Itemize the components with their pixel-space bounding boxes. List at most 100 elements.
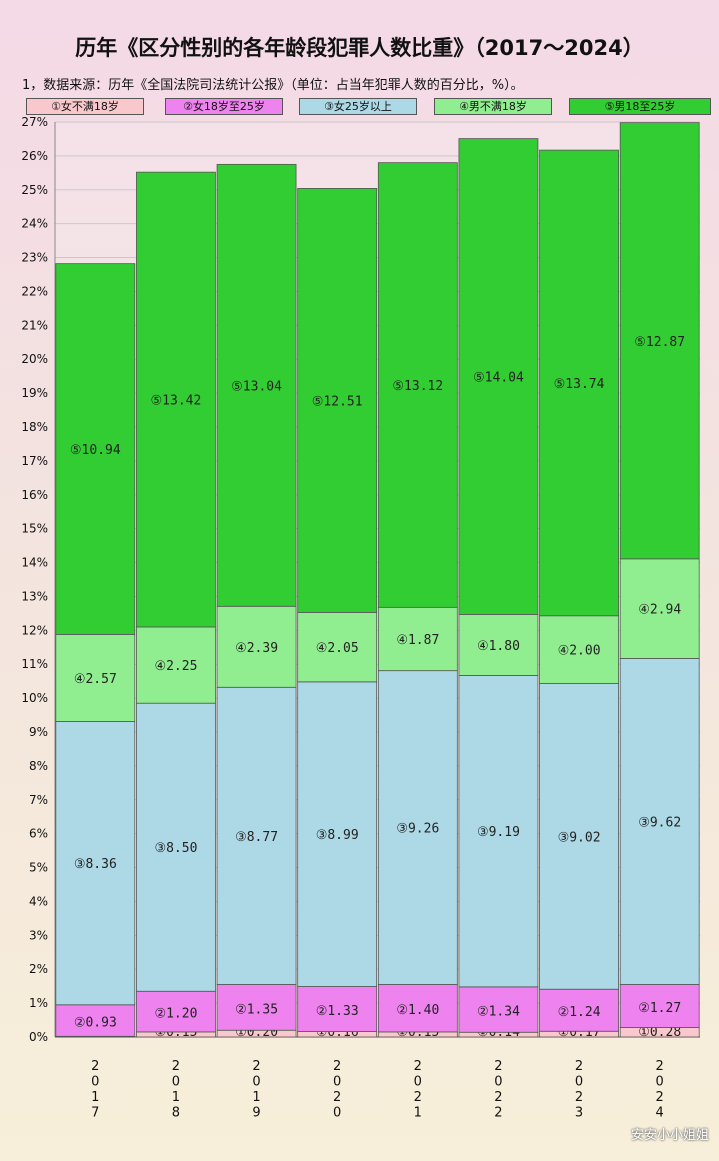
- bar-segment: [377, 984, 458, 1033]
- data-label: ⑤13.42: [151, 394, 202, 409]
- data-label: ④1.87: [396, 633, 439, 648]
- data-label: ②1.33: [316, 1004, 359, 1019]
- x-tick-label-char: 2: [333, 1090, 341, 1105]
- bar-segment: [539, 149, 619, 617]
- data-label: ②0.93: [74, 1016, 117, 1031]
- x-tick-label-char: 2: [252, 1059, 260, 1074]
- data-label: ⑤10.94: [70, 443, 121, 458]
- x-tick-label-char: 2: [333, 1059, 341, 1074]
- bar-segment: [619, 658, 700, 985]
- legend-label: ③女25岁以上: [324, 100, 392, 113]
- y-tick-label: 5%: [29, 861, 48, 875]
- x-tick-label-char: 8: [172, 1106, 180, 1121]
- bar-segment: [297, 986, 378, 1032]
- x-tick-label-char: 1: [414, 1106, 422, 1121]
- bar-segment: [297, 681, 378, 987]
- data-label: ③8.36: [74, 857, 117, 872]
- chart-subtitle: 1，数据来源：历年《全国法院司法统计公报》（单位：占当年犯罪人数的百分比，%）。: [22, 78, 524, 93]
- bar-segment: [136, 171, 216, 628]
- legend-swatch: ①女不满18岁: [26, 97, 144, 115]
- y-tick-label: 6%: [29, 827, 48, 841]
- x-tick-label-char: 2: [414, 1059, 422, 1074]
- bar-segment: [216, 686, 297, 985]
- x-tick-label-char: 2: [494, 1090, 502, 1105]
- x-tick-label-char: 2: [656, 1059, 664, 1074]
- bar-segment: [377, 670, 458, 985]
- y-tick-label: 12%: [21, 623, 48, 637]
- data-label: ④2.25: [154, 659, 197, 674]
- x-tick-label-char: 3: [575, 1106, 583, 1121]
- data-label: ⑤13.04: [231, 379, 282, 394]
- legend-item: ④男不满18岁: [434, 97, 552, 115]
- data-label: ②1.34: [477, 1005, 520, 1020]
- x-tick-label-char: 2: [575, 1090, 583, 1105]
- x-tick-label-char: 1: [252, 1090, 260, 1105]
- y-tick-label: 3%: [29, 928, 48, 942]
- bar-segment: [539, 683, 619, 990]
- data-label: ③9.02: [558, 830, 601, 845]
- data-label: ④2.94: [638, 603, 681, 618]
- data-label: ③8.77: [235, 830, 278, 845]
- y-tick-label: 0%: [29, 1030, 48, 1044]
- bar-segment: [619, 984, 700, 1028]
- x-tick-label-char: 0: [656, 1075, 664, 1090]
- x-tick-label-char: 0: [172, 1075, 180, 1090]
- y-tick-label: 11%: [21, 657, 48, 671]
- data-label: ②1.35: [235, 1002, 278, 1017]
- x-tick-label-char: 0: [575, 1075, 583, 1090]
- x-tick-label-char: 2: [575, 1059, 583, 1074]
- bar-segment: [136, 702, 216, 992]
- bar-segment: [539, 988, 619, 1032]
- data-label: ④2.39: [235, 641, 278, 656]
- data-label: ③9.19: [477, 825, 520, 840]
- y-tick-label: 18%: [21, 420, 48, 434]
- data-label: ④1.80: [477, 639, 520, 654]
- data-label: ③8.99: [316, 828, 359, 843]
- y-tick-label: 17%: [21, 454, 48, 468]
- bar-segment: [297, 188, 378, 613]
- y-tick-label: 8%: [29, 759, 48, 773]
- bar-segment: [136, 990, 216, 1033]
- legend-item: ②女18岁至25岁: [165, 97, 283, 115]
- x-tick-label-char: 2: [494, 1106, 502, 1121]
- x-tick-label-char: 0: [414, 1075, 422, 1090]
- y-tick-label: 27%: [21, 115, 48, 129]
- x-tick-label-char: 0: [333, 1075, 341, 1090]
- data-label: ②1.24: [558, 1005, 601, 1020]
- data-label: ②1.20: [154, 1007, 197, 1022]
- data-label: ①0.28: [638, 1025, 681, 1040]
- chart-title: 历年《区分性别的各年龄段犯罪人数比重》（2017～2024）: [75, 36, 644, 60]
- data-label: ③9.62: [638, 815, 681, 830]
- y-tick-label: 13%: [21, 589, 48, 603]
- legend-swatch: ④男不满18岁: [434, 97, 552, 115]
- x-tick-label-char: 2: [414, 1090, 422, 1105]
- data-label: ②1.27: [638, 1001, 681, 1016]
- data-label: ③8.50: [154, 841, 197, 856]
- data-label: ⑤13.12: [392, 379, 443, 394]
- bar-segment: [619, 558, 700, 659]
- data-label: ⑤13.74: [554, 377, 605, 392]
- data-label: ③9.26: [396, 822, 439, 837]
- x-tick-label-char: 4: [656, 1106, 664, 1121]
- legend-label: ④男不满18岁: [459, 100, 527, 113]
- y-tick-label: 2%: [29, 962, 48, 976]
- x-tick-label-char: 2: [172, 1059, 180, 1074]
- x-tick-label-char: 0: [252, 1075, 260, 1090]
- legend-item: ③女25岁以上: [299, 97, 417, 115]
- x-tick-label-char: 2: [494, 1059, 502, 1074]
- bar-segment: [458, 675, 539, 988]
- legend-swatch: ③女25岁以上: [299, 97, 417, 115]
- x-tick-label-char: 0: [494, 1075, 502, 1090]
- bar-segment: [377, 606, 458, 672]
- y-tick-label: 10%: [21, 691, 48, 705]
- data-label: ⑤12.51: [312, 394, 363, 409]
- legend-swatch: ⑤男18至25岁: [569, 97, 711, 115]
- y-tick-label: 26%: [21, 149, 48, 163]
- y-tick-label: 9%: [29, 725, 48, 739]
- legend-item: ⑤男18至25岁: [569, 97, 711, 115]
- y-tick-label: 22%: [21, 284, 48, 298]
- bar-segment: [216, 163, 297, 607]
- y-tick-label: 4%: [29, 894, 48, 908]
- data-label: ②1.40: [396, 1003, 439, 1018]
- y-tick-label: 15%: [21, 522, 48, 536]
